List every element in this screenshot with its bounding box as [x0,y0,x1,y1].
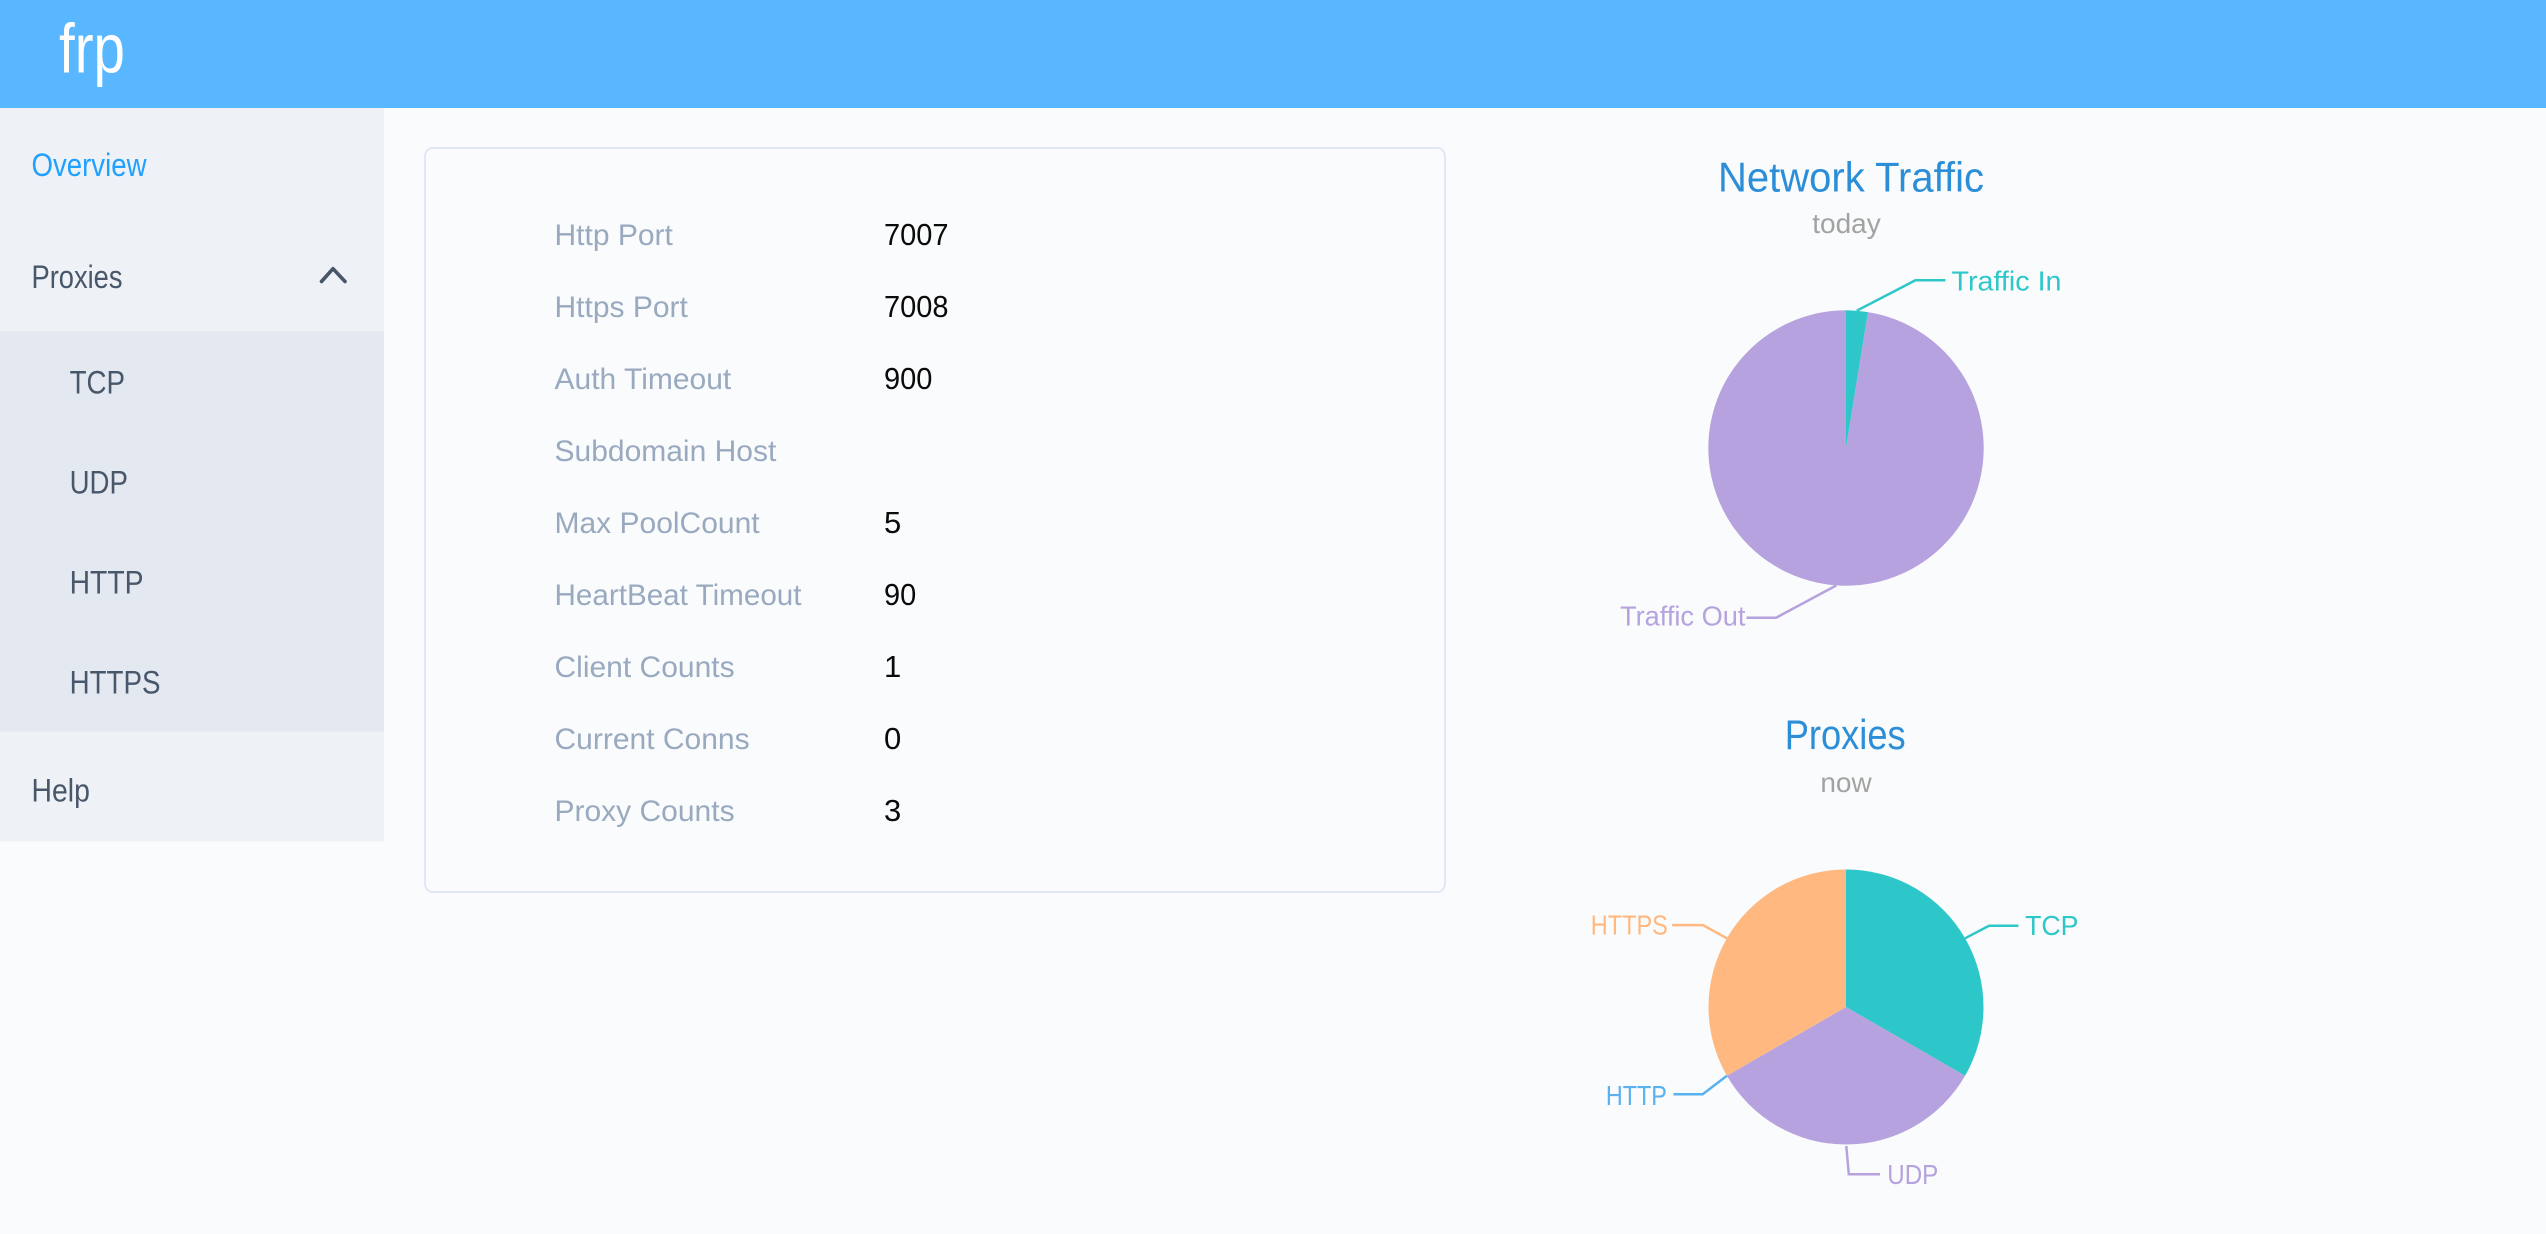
svg-text:7008: 7008 [884,289,949,324]
svg-text:3: 3 [884,793,901,828]
svg-text:UDP: UDP [70,465,128,501]
svg-text:Subdomain Host: Subdomain Host [555,435,777,468]
svg-text:0: 0 [884,721,901,756]
svg-text:Network Traffic: Network Traffic [1718,154,1984,201]
svg-text:HeartBeat Timeout: HeartBeat Timeout [555,579,803,612]
svg-text:Http Port: Http Port [555,219,674,252]
svg-text:HTTP: HTTP [1606,1080,1667,1111]
svg-text:90: 90 [884,577,916,612]
svg-text:TCP: TCP [2025,910,2078,941]
svg-text:7007: 7007 [884,217,949,252]
svg-text:UDP: UDP [1887,1159,1938,1190]
svg-text:today: today [1812,208,1881,239]
svg-text:Max PoolCount: Max PoolCount [555,507,761,540]
svg-text:Help: Help [32,773,90,809]
svg-text:Proxies: Proxies [32,259,123,295]
svg-text:HTTPS: HTTPS [1591,910,1668,941]
svg-text:Overview: Overview [32,147,148,183]
svg-text:900: 900 [884,361,932,396]
svg-text:Proxies: Proxies [1785,711,1906,758]
svg-text:frp: frp [59,10,125,88]
svg-text:Traffic Out: Traffic Out [1620,601,1746,632]
svg-text:Proxy Counts: Proxy Counts [555,795,735,828]
svg-text:now: now [1820,767,1872,798]
svg-text:Client Counts: Client Counts [555,651,735,684]
svg-text:1: 1 [884,649,901,684]
svg-text:HTTPS: HTTPS [70,665,161,701]
svg-text:TCP: TCP [70,365,125,401]
svg-text:Auth Timeout: Auth Timeout [555,363,732,396]
svg-text:5: 5 [884,505,901,540]
svg-text:HTTP: HTTP [70,565,144,601]
svg-text:Traffic In: Traffic In [1952,266,2062,297]
svg-text:Https Port: Https Port [555,291,689,324]
svg-text:Current Conns: Current Conns [555,723,750,756]
